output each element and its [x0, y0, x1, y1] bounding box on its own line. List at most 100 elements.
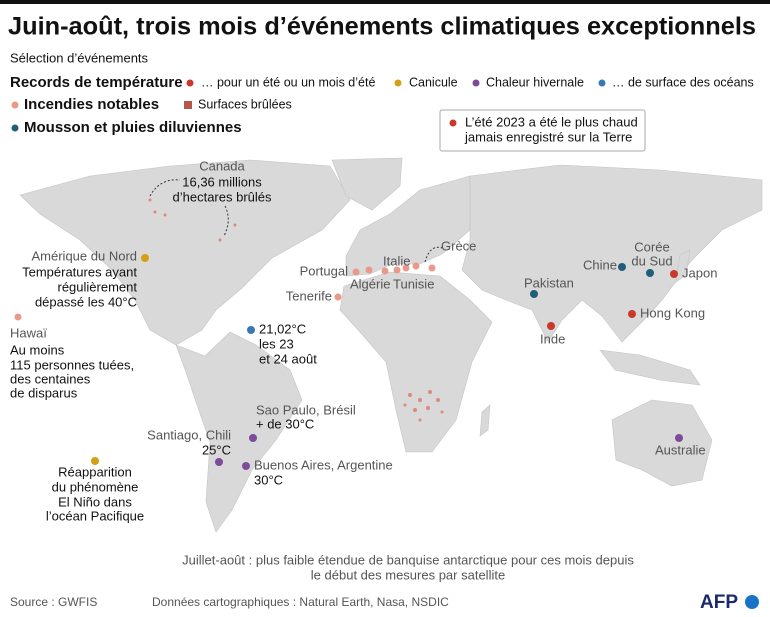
- note: le début des mesures par satellite: [311, 567, 505, 582]
- place-name: Corée: [634, 239, 669, 254]
- legend-square: [184, 101, 192, 109]
- place-name: Tenerife: [286, 288, 332, 303]
- callout-text: L’été 2023 a été le plus chaud: [465, 114, 638, 129]
- place-name: Australie: [655, 442, 706, 457]
- place-name: Amérique du Nord: [32, 248, 138, 263]
- marker: [141, 254, 149, 262]
- place-name: Pakistan: [524, 275, 574, 290]
- place-text: Températures ayant: [22, 264, 137, 279]
- place-text: des centaines: [10, 371, 91, 386]
- place-text: dépassé les 40°C: [35, 294, 137, 309]
- legend-dot: [11, 101, 19, 109]
- callout-box: [439, 109, 646, 152]
- title: Juin-août, trois mois d’événements clima…: [8, 13, 756, 41]
- place-name: Hawaï: [10, 325, 47, 340]
- marker: [428, 264, 436, 272]
- note: Juillet-août : plus faible étendue de ba…: [182, 552, 634, 567]
- leader-line: [149, 179, 229, 237]
- australia: [611, 399, 713, 487]
- place-text: + de 30°C: [256, 416, 314, 431]
- callout-text: jamais enregistré sur la Terre: [464, 129, 632, 144]
- place-text: du phénomène: [52, 479, 139, 494]
- north-america: [19, 159, 351, 346]
- legend-item: … pour un été ou un mois d’été: [201, 75, 375, 89]
- place-text: Réapparition: [58, 464, 132, 479]
- place-name: Chine: [583, 257, 617, 272]
- place-text: les 23: [259, 336, 294, 351]
- callout-dot: [449, 119, 457, 127]
- place-labels: Canada 16,36 millions d’hectares brûlés …: [10, 158, 717, 523]
- place-text: El Niño dans: [58, 494, 132, 509]
- place-name: Buenos Aires, Argentine: [254, 457, 393, 472]
- marker: [14, 313, 22, 321]
- africa: [339, 271, 493, 453]
- legend-item: Chaleur hivernale: [486, 75, 584, 89]
- place-name: Italie: [383, 253, 410, 268]
- place-name: Sao Paulo, Brésil: [256, 402, 356, 417]
- place-name: Tunisie: [393, 276, 434, 291]
- place-name: Portugal: [300, 263, 349, 278]
- place-text: l’océan Pacifique: [46, 508, 144, 523]
- marker: [402, 264, 410, 272]
- marker: [381, 267, 389, 275]
- place-name: Inde: [540, 331, 565, 346]
- legend-item: Canicule: [409, 75, 458, 89]
- legend-item: … de surface des océans: [612, 75, 754, 89]
- legend-dot: [394, 79, 402, 87]
- legend-title: Mousson et pluies diluviennes: [24, 119, 242, 136]
- marker: [618, 263, 626, 271]
- legend-dot: [11, 124, 19, 132]
- legend-title: Records de température: [10, 74, 183, 91]
- place-text: et 24 août: [259, 351, 317, 366]
- world-map: [19, 157, 763, 533]
- marker: [675, 434, 683, 442]
- marker: [91, 457, 99, 465]
- marker: [242, 462, 250, 470]
- place-text: régulièrement: [58, 279, 138, 294]
- place-text: 16,36 millions: [182, 174, 262, 189]
- marker: [393, 266, 401, 274]
- marker: [249, 434, 257, 442]
- legend-dot: [472, 79, 480, 87]
- markers: [14, 254, 683, 470]
- marker: [365, 266, 373, 274]
- legend-item: Surfaces brûlées: [198, 97, 292, 111]
- fire-areas: [148, 198, 444, 422]
- legend-title: Incendies notables: [24, 96, 159, 113]
- marker: [646, 269, 654, 277]
- place-name: du Sud: [631, 253, 672, 268]
- top-rule: [0, 0, 770, 4]
- place-text: 25°C: [202, 442, 231, 457]
- subtitle: Sélection d’événements: [10, 50, 149, 65]
- legend: Records de température … pour un été ou …: [10, 74, 754, 136]
- legend-dot: [186, 79, 194, 87]
- marker: [247, 326, 255, 334]
- madagascar: [479, 404, 491, 437]
- place-name: Japon: [682, 265, 717, 280]
- legend-dot: [598, 79, 606, 87]
- marker: [547, 322, 555, 330]
- place-text: 30°C: [254, 472, 283, 487]
- place-text: 21,02°C: [259, 321, 306, 336]
- marker: [352, 268, 360, 276]
- marker: [334, 293, 342, 301]
- south-america: [175, 331, 303, 533]
- place-name: Hong Kong: [640, 305, 705, 320]
- logo-dot: [745, 595, 759, 609]
- indonesia: [599, 349, 701, 386]
- marker: [215, 458, 223, 466]
- place-name: Santiago, Chili: [147, 427, 231, 442]
- greenland: [331, 157, 403, 211]
- place-text: de disparus: [10, 385, 78, 400]
- credits: Données cartographiques : Natural Earth,…: [152, 595, 449, 609]
- place-text: Au moins: [10, 342, 65, 357]
- marker: [670, 270, 678, 278]
- place-name: Grèce: [441, 238, 476, 253]
- marker: [412, 262, 420, 270]
- europe: [345, 175, 471, 277]
- marker: [530, 290, 538, 298]
- place-name: Algérie: [350, 276, 390, 291]
- callout: L’été 2023 a été le plus chaud jamais en…: [439, 109, 646, 152]
- marker: [628, 310, 636, 318]
